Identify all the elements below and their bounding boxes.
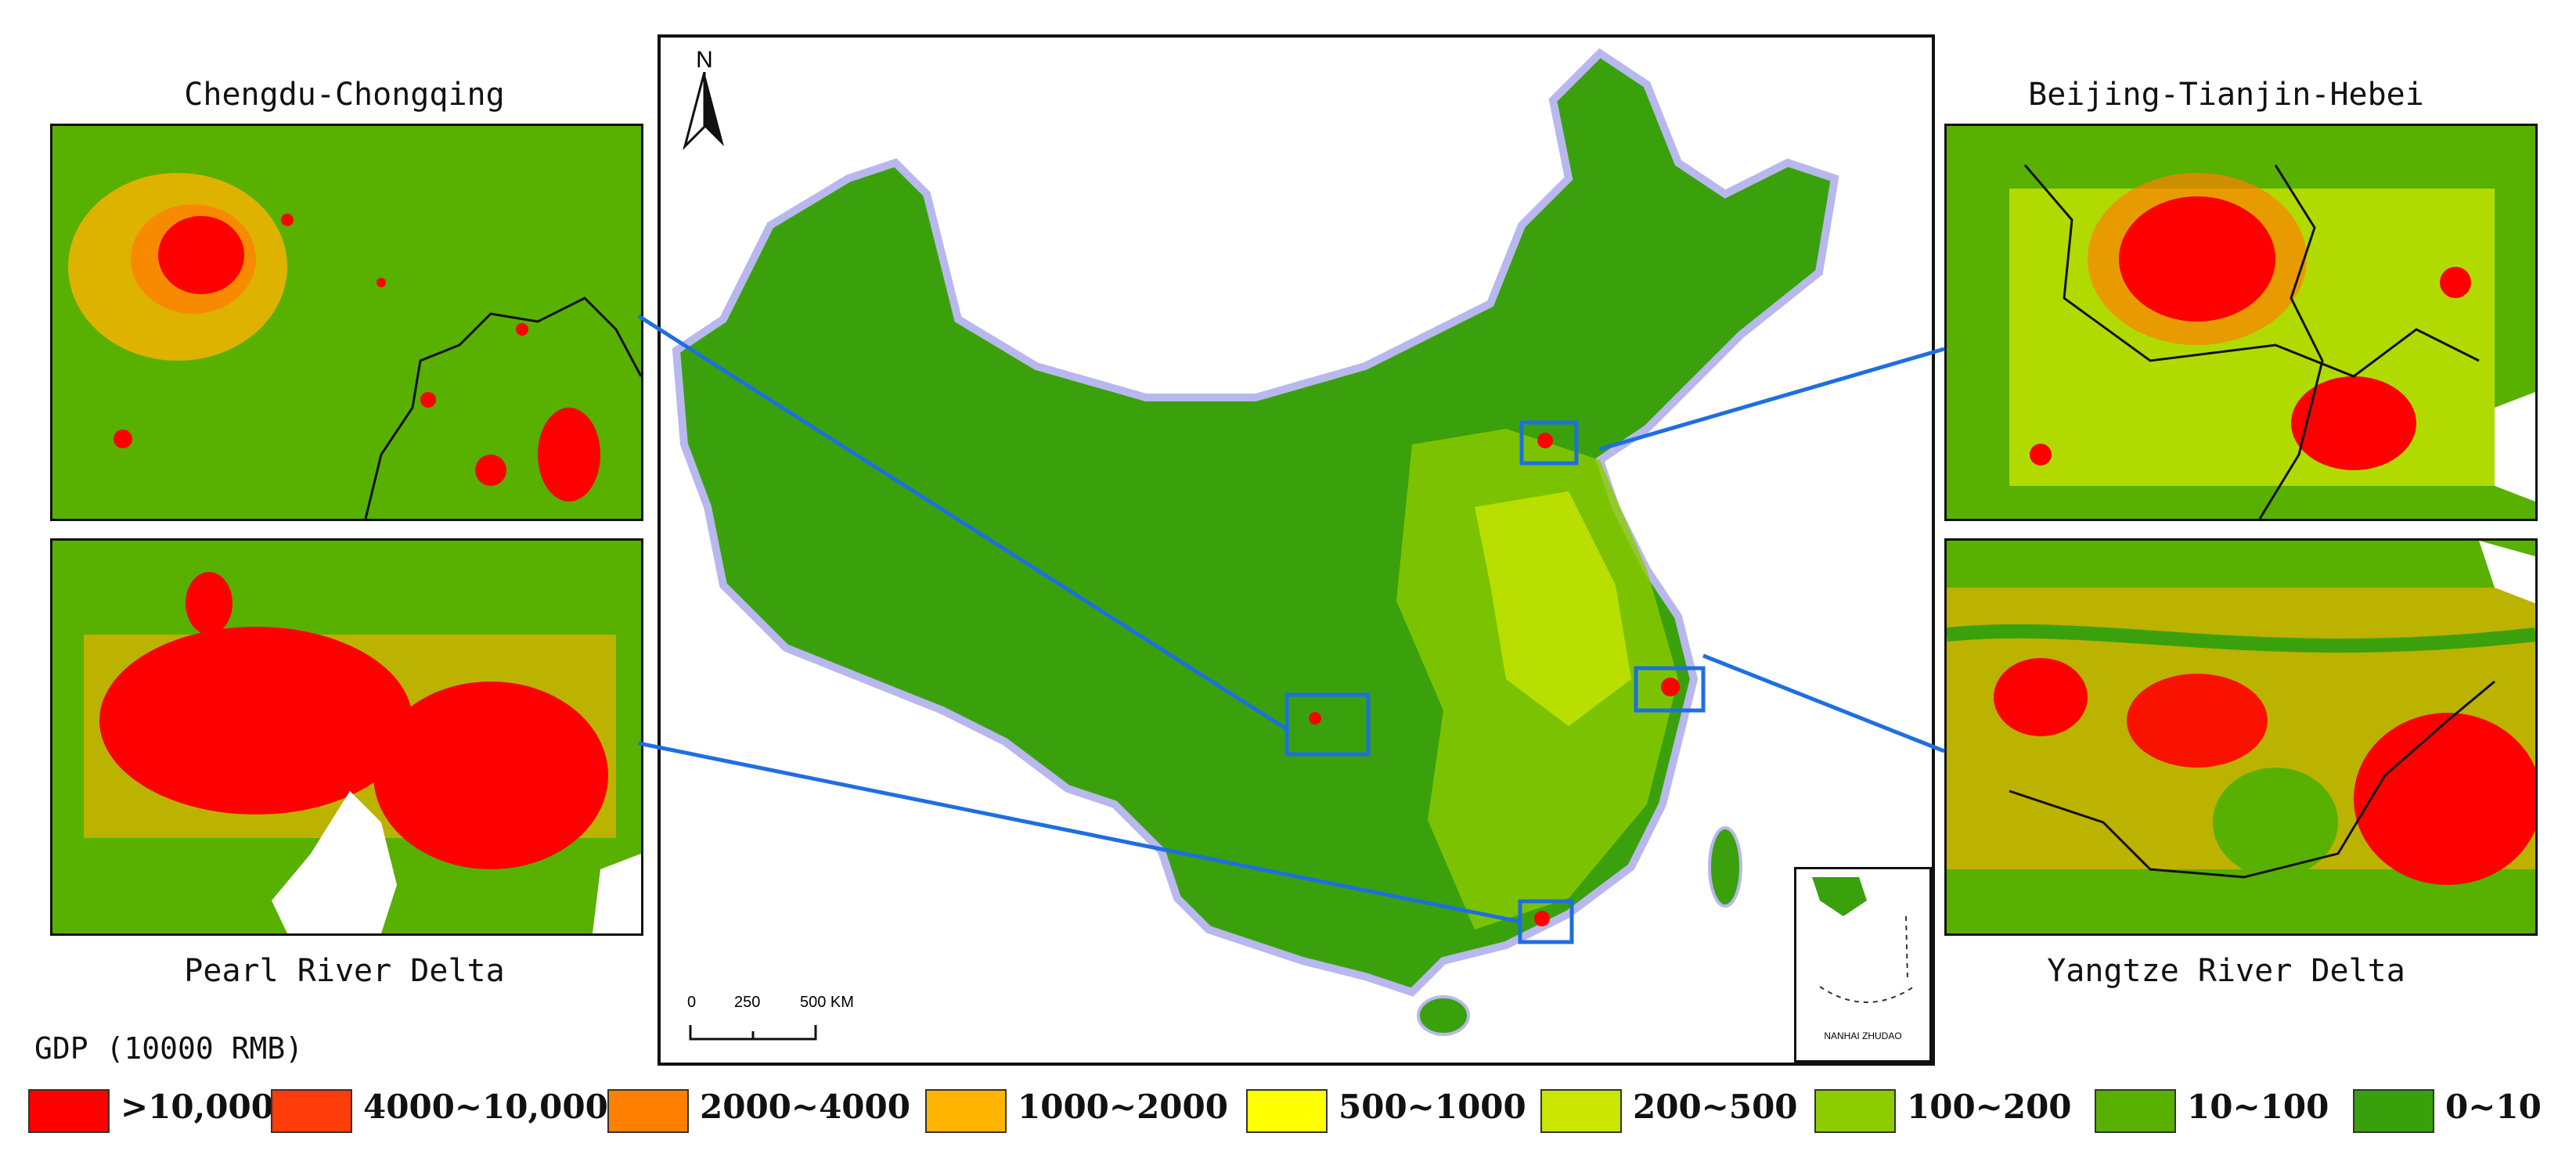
hainan-island [1417, 995, 1470, 1036]
scale-tick-500: 500 KM [800, 994, 854, 1011]
legend-swatch-1 [28, 1089, 110, 1133]
legend: >10,000 4000~10,000 2000~4000 1000~2000 … [28, 1086, 2556, 1133]
legend-swatch-4 [925, 1089, 1007, 1133]
legend-swatch-6 [1540, 1089, 1622, 1133]
box-beijing [1519, 420, 1579, 466]
legend-item-8: 10~100 [2095, 1086, 2329, 1133]
legend-label-8: 10~100 [2187, 1088, 2329, 1126]
legend-item-6: 200~500 [1540, 1086, 1799, 1133]
legend-item-3: 2000~4000 [607, 1086, 910, 1133]
legend-label-1: >10,000 [121, 1088, 274, 1126]
legend-title: GDP (10000 RMB) [34, 1031, 304, 1066]
legend-swatch-2 [271, 1089, 352, 1133]
south-china-sea-inset: NANHAI ZHUDAO [1794, 867, 1932, 1063]
china-map [672, 48, 1839, 1036]
south-china-sea-label: NANHAI ZHUDAO [1824, 1030, 1902, 1041]
main-map-frame [658, 34, 1935, 1066]
scale-tick-250: 250 [734, 994, 761, 1011]
legend-item-9: 0~10 [2353, 1086, 2556, 1133]
legend-item-7: 100~200 [1814, 1086, 2073, 1133]
north-arrow-icon [683, 72, 724, 150]
legend-label-2: 4000~10,000 [363, 1088, 608, 1126]
legend-swatch-5 [1246, 1089, 1328, 1133]
taiwan-island [1708, 826, 1742, 908]
legend-item-1: >10,000 [28, 1086, 286, 1133]
legend-item-2: 4000~10,000 [271, 1086, 608, 1133]
legend-label-3: 2000~4000 [700, 1088, 910, 1126]
inset-title-pearl: Pearl River Delta [184, 953, 505, 989]
legend-label-7: 100~200 [1907, 1088, 2072, 1126]
legend-swatch-3 [607, 1089, 689, 1133]
legend-swatch-9 [2353, 1089, 2434, 1133]
legend-label-6: 200~500 [1633, 1088, 1798, 1126]
legend-swatch-7 [1814, 1089, 1896, 1133]
legend-item-4: 1000~2000 [925, 1086, 1228, 1133]
inset-map-yangtze [1944, 538, 2538, 936]
legend-swatch-8 [2095, 1089, 2176, 1133]
inset-map-pearl [50, 538, 643, 936]
scale-tick-0: 0 [687, 994, 697, 1011]
legend-item-5: 500~1000 [1246, 1086, 1528, 1133]
legend-label-5: 500~1000 [1338, 1088, 1526, 1126]
scale-bar: 0 250 500 KM [681, 994, 884, 1048]
south-china-sea-map [1812, 877, 1915, 1003]
north-label: N [696, 47, 713, 73]
inset-title-beijing: Beijing-Tianjin-Hebei [2028, 77, 2424, 113]
north-arrow: N [681, 47, 728, 150]
inset-map-chengdu [50, 124, 643, 521]
legend-label-9: 0~10 [2445, 1088, 2542, 1126]
inset-title-chengdu: Chengdu-Chongqing [184, 77, 505, 113]
inset-title-yangtze: Yangtze River Delta [2047, 953, 2405, 989]
inset-map-beijing [1944, 124, 2538, 521]
legend-label-4: 1000~2000 [1018, 1088, 1228, 1126]
china-outline [672, 48, 1839, 997]
